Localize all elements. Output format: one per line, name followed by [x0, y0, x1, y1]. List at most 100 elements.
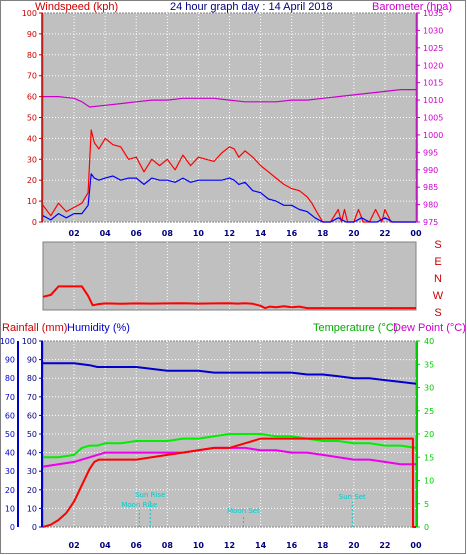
dewpoint-axis-label: Dew Point (°C) [393, 322, 466, 334]
x-tick-label: 02 [69, 541, 80, 550]
sun-moon-label: Sun Rise [135, 491, 165, 499]
temp-y-tick: 0 [424, 523, 429, 532]
temperature-axis-label: Temperature (°C) [313, 322, 397, 334]
temp-y-tick: 35 [424, 360, 434, 369]
direction-tick: E [434, 256, 441, 268]
x-tick-label: 12 [224, 229, 235, 238]
x-tick-label: 04 [100, 541, 112, 550]
series-layer: Sun Rise Moon Rise Moon Set Sun Set [42, 88, 417, 528]
wind-y-tick: 70 [27, 72, 37, 81]
barometer-axis-label: Barometer (hpa) [372, 1, 452, 13]
x-tick-label: 16 [286, 541, 298, 550]
humidity-y-tick: 10 [27, 504, 37, 513]
rainfall-line [42, 437, 416, 528]
baro-y-tick: 975 [423, 218, 438, 227]
x-tick-label: 10 [193, 541, 205, 550]
wind-y-tick: 60 [27, 93, 37, 102]
humidity-y-tick: 70 [27, 393, 37, 402]
x-tick-label: 14 [255, 229, 267, 238]
direction-tick: S [434, 239, 441, 251]
wind-y-tick: 30 [27, 155, 37, 164]
rain-y-tick: 90 [5, 356, 15, 365]
rain-y-tick: 30 [5, 467, 15, 476]
rain-y-tick: 50 [5, 430, 15, 439]
baro-y-tick: 1020 [423, 61, 443, 70]
humidity-y-tick: 30 [27, 467, 37, 476]
direction-tick: S [434, 307, 441, 319]
baro-y-tick: 1035 [423, 9, 443, 18]
temp-y-tick: 5 [424, 500, 429, 509]
humidity-y-tick: 90 [27, 356, 37, 365]
x-tick-label: 22 [379, 541, 390, 550]
sun-moon-label: Sun Set [339, 493, 366, 501]
sun-moon-label: Moon Set [227, 507, 260, 515]
temp-y-tick: 20 [424, 430, 434, 439]
x-tick-label: 18 [317, 229, 329, 238]
x-tick-label: 20 [348, 229, 360, 238]
x-tick-label: 08 [162, 541, 174, 550]
x-tick-label: 22 [379, 229, 390, 238]
temp-y-tick: 10 [424, 477, 434, 486]
x-tick-label: 04 [100, 229, 112, 238]
temp-y-tick: 15 [424, 453, 434, 462]
baro-y-tick: 1005 [423, 114, 443, 123]
rain-y-tick: 40 [5, 449, 15, 458]
baro-y-tick: 985 [423, 183, 438, 192]
humidity-axis-label: Humidity (%) [67, 322, 130, 334]
barometer-line [43, 88, 416, 108]
chart-title: 24 hour graph day : 14 April 2018 [170, 1, 333, 13]
direction-tick: N [434, 273, 442, 285]
humidity-y-tick: 100 [22, 337, 37, 346]
direction-line [42, 285, 416, 310]
baro-y-tick: 980 [423, 201, 438, 210]
humidity-y-tick: 50 [27, 430, 37, 439]
wind-y-tick: 90 [27, 30, 37, 39]
wind-y-tick: 100 [22, 9, 37, 18]
baro-y-tick: 990 [423, 166, 438, 175]
x-tick-label: 08 [162, 229, 174, 238]
rain-y-tick: 100 [0, 337, 15, 346]
temp-y-tick: 25 [424, 407, 434, 416]
baro-y-tick: 1000 [423, 131, 443, 140]
wind-axis-label: Windspeed (kph) [35, 1, 118, 13]
rain-y-tick: 60 [5, 411, 15, 420]
baro-y-tick: 1015 [423, 79, 443, 88]
x-tick-label: 00 [410, 541, 422, 550]
temp-y-tick: 30 [424, 384, 434, 393]
x-tick-label: 12 [224, 541, 235, 550]
rain-y-tick: 0 [10, 523, 15, 532]
x-tick-label: 16 [286, 229, 298, 238]
x-tick-label: 00 [410, 229, 422, 238]
x-tick-label: 20 [348, 541, 360, 550]
baro-y-tick: 995 [423, 148, 438, 157]
temperature-line [43, 433, 417, 459]
direction-tick: W [433, 290, 444, 302]
axis-layer: 0202040406060808101012121414161618182020… [0, 9, 443, 550]
x-tick-label: 06 [131, 229, 143, 238]
baro-y-tick: 1030 [423, 26, 443, 35]
baro-y-tick: 1025 [423, 44, 443, 53]
x-tick-label: 02 [69, 229, 80, 238]
sun-moon-label: Moon Rise [121, 501, 157, 509]
wind-y-tick: 80 [27, 51, 37, 60]
x-tick-label: 14 [255, 541, 267, 550]
temp-y-tick: 40 [424, 337, 434, 346]
wind-y-tick: 10 [27, 197, 37, 206]
x-tick-label: 06 [131, 541, 143, 550]
rain-y-tick: 10 [5, 504, 15, 513]
x-tick-label: 18 [317, 541, 329, 550]
baro-y-tick: 1010 [423, 96, 443, 105]
humidity-y-tick: 60 [27, 411, 37, 420]
humidity-line [43, 362, 417, 385]
gust-line [42, 129, 416, 223]
humidity-y-tick: 80 [27, 374, 37, 383]
humidity-y-tick: 40 [27, 449, 37, 458]
wind-line [42, 173, 416, 223]
wind-y-tick: 20 [27, 176, 37, 185]
rain-y-tick: 70 [5, 393, 15, 402]
rainfall-axis-label: Rainfall (mm) [2, 322, 67, 334]
humidity-y-tick: 0 [32, 523, 37, 532]
rain-y-tick: 20 [5, 486, 15, 495]
